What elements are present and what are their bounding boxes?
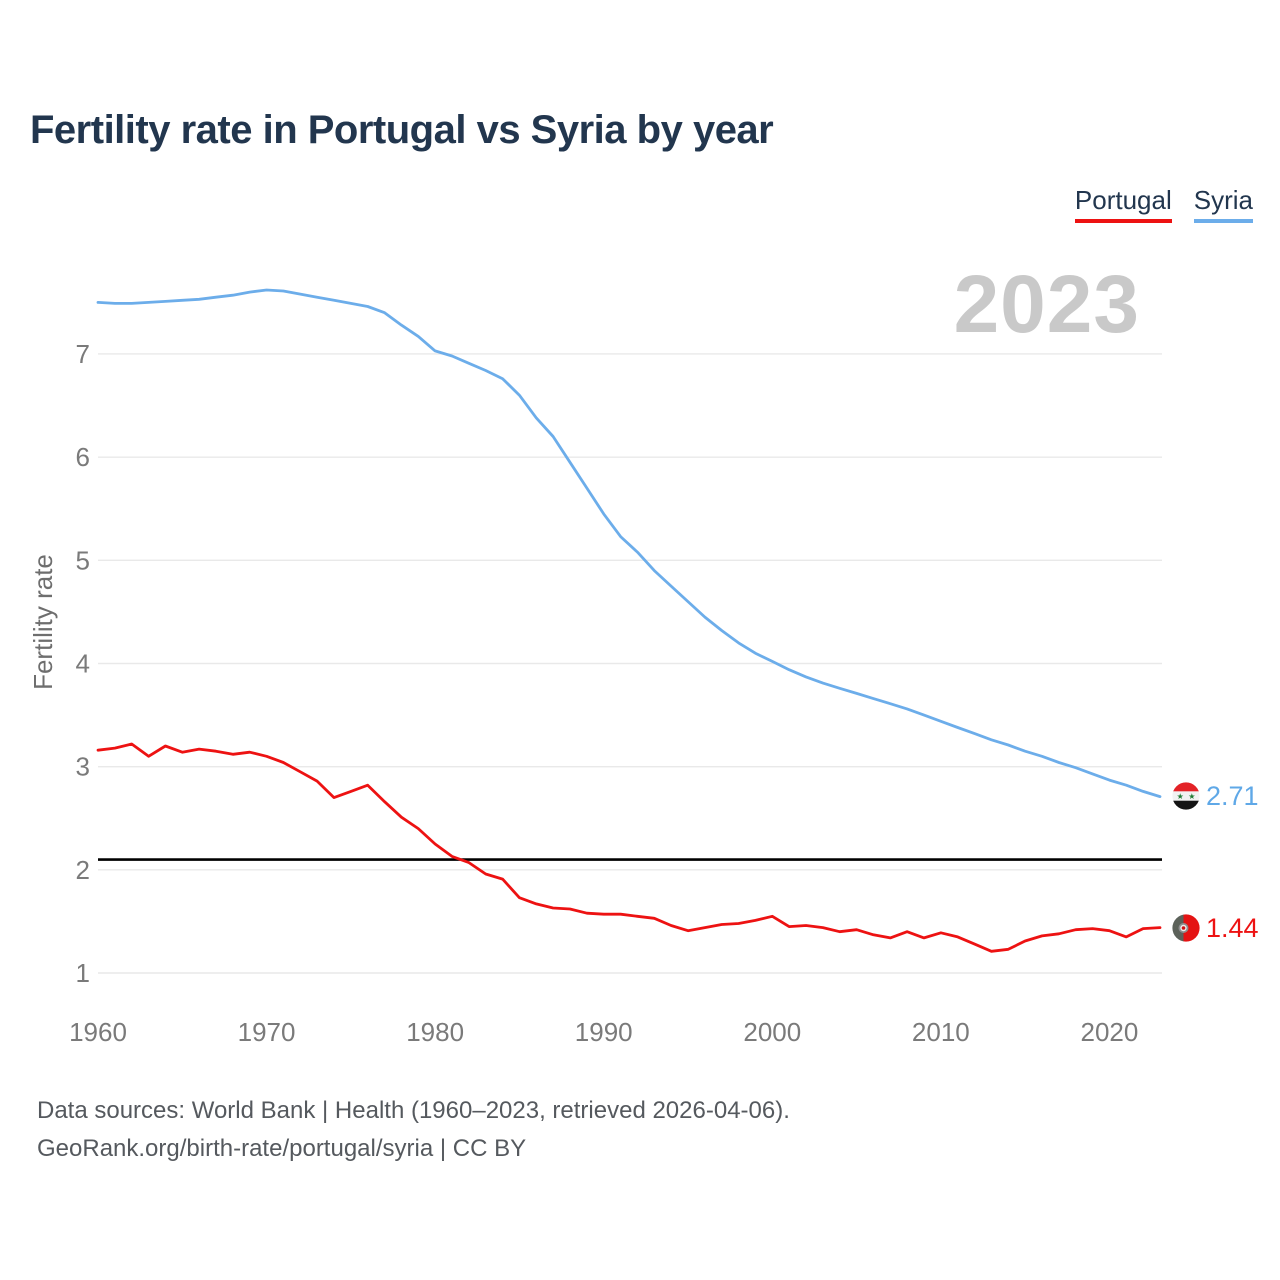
chart-title: Fertility rate in Portugal vs Syria by y… (30, 108, 774, 152)
legend: Portugal Syria (1074, 186, 1253, 223)
portugal-flag-icon (1172, 914, 1200, 942)
syria-line (96, 288, 1162, 798)
portugal-line (96, 742, 1162, 953)
x-axis-tick-label: 2020 (1081, 1017, 1139, 1047)
y-axis-tick-label: 2 (76, 855, 90, 885)
x-axis-tick-label: 1960 (69, 1017, 127, 1047)
x-axis-tick-label: 1970 (238, 1017, 296, 1047)
syria-value-label: 2.71 (1206, 781, 1259, 811)
svg-text:★: ★ (1188, 792, 1195, 801)
legend-item-portugal[interactable]: Portugal (1074, 186, 1172, 223)
y-axis-tick-label: 1 (76, 958, 90, 988)
footer-sources-line: Data sources: World Bank | Health (1960–… (37, 1097, 790, 1124)
footer: Data sources: World Bank | Health (1960–… (37, 1092, 790, 1168)
y-axis-tick-label: 6 (76, 442, 90, 472)
x-axis-tick-label: 1990 (575, 1017, 633, 1047)
y-axis-tick-label: 3 (76, 752, 90, 782)
x-axis-tick-label: 2000 (743, 1017, 801, 1047)
x-axis-tick-label: 1980 (406, 1017, 464, 1047)
x-axis-tick-label: 2010 (912, 1017, 970, 1047)
y-axis-tick-label: 7 (76, 339, 90, 369)
y-axis-tick-label: 5 (76, 545, 90, 575)
portugal-value-label: 1.44 (1206, 913, 1259, 943)
legend-item-syria[interactable]: Syria (1193, 186, 1253, 223)
footer-attribution-line: GeoRank.org/birth-rate/portugal/syria | … (37, 1135, 527, 1162)
y-axis-title: Fertility rate (28, 554, 58, 690)
y-axis-tick-label: 4 (76, 648, 90, 678)
svg-text:★: ★ (1177, 792, 1184, 801)
syria-flag-icon: ★ ★ (1172, 782, 1200, 810)
year-watermark: 2023 (953, 259, 1140, 350)
